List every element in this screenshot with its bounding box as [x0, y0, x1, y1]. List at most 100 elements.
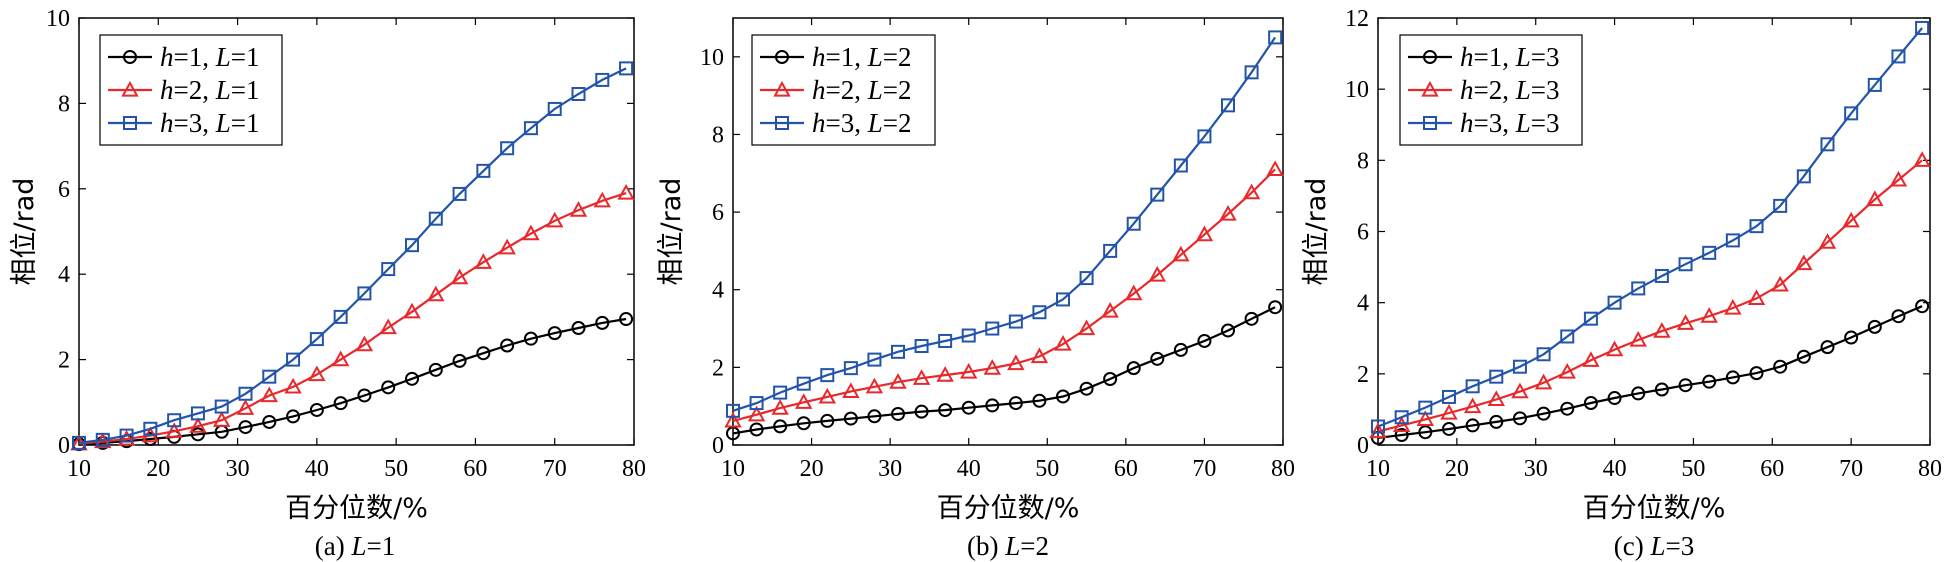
series-line	[1377, 305, 1923, 439]
data-point	[1150, 351, 1165, 366]
data-point	[1394, 410, 1409, 425]
data-point	[1676, 314, 1695, 330]
legend-marker	[775, 116, 789, 130]
data-point	[1866, 190, 1884, 207]
data-point	[1511, 382, 1529, 399]
y-axis-label: 相位/rad	[656, 178, 687, 286]
y-tick-label: 4	[58, 262, 70, 288]
y-tick-label: 10	[1345, 77, 1369, 103]
data-point	[1773, 198, 1788, 213]
plot-area	[732, 17, 1284, 446]
data-point	[820, 413, 835, 428]
x-tick-label: 40	[305, 456, 329, 482]
legend-item: h=2, L=1	[108, 75, 260, 105]
data-point	[1512, 411, 1527, 426]
data-point	[1148, 265, 1166, 282]
data-point	[1582, 351, 1600, 367]
data-point	[1103, 243, 1118, 258]
data-point	[1418, 400, 1433, 415]
x-tick-label: 70	[1192, 456, 1216, 482]
series-line	[732, 36, 1277, 412]
data-point	[1724, 298, 1742, 315]
data-point	[1678, 378, 1693, 393]
series-line	[732, 306, 1276, 435]
legend-label: h=2, L=2	[812, 75, 912, 105]
data-point	[619, 61, 634, 76]
data-point	[914, 339, 929, 354]
legend-label: h=2, L=3	[1460, 75, 1560, 105]
plot-area	[78, 17, 635, 446]
series-circle-1	[1371, 299, 1930, 445]
data-point	[236, 399, 255, 415]
legend-item: h=2, L=3	[1408, 75, 1560, 105]
data-point	[119, 428, 134, 443]
x-tick-label: 70	[543, 456, 567, 482]
data-point	[1560, 329, 1575, 344]
legend: h=1, L=2h=2, L=2h=3, L=2	[751, 34, 936, 146]
series-triangle-2	[724, 160, 1284, 428]
chart-panel-3: 10 20 30 40 50 60 70 80 0 2 4 6 8 10 12 百分位数/% 相位/rad (c)…	[1301, 6, 1942, 561]
data-point	[286, 409, 301, 424]
x-tick-label: 40	[1603, 456, 1627, 482]
x-tick-label: 20	[146, 456, 170, 482]
data-point	[1125, 284, 1143, 301]
data-point	[355, 335, 374, 352]
data-point	[309, 332, 324, 347]
data-point	[165, 422, 183, 438]
data-point	[405, 371, 419, 386]
y-tick-label: 6	[712, 200, 724, 226]
data-point	[1583, 311, 1598, 326]
x-tick-label: 20	[800, 456, 824, 482]
legend-item: h=2, L=2	[760, 75, 912, 105]
data-point	[1150, 187, 1165, 202]
legend-marker	[1423, 50, 1437, 64]
data-point	[1369, 422, 1387, 439]
data-point	[381, 262, 396, 277]
y-tick-label: 8	[58, 91, 70, 117]
data-point	[1820, 340, 1835, 355]
legend-label: h=3, L=1	[160, 108, 260, 138]
data-point	[1007, 354, 1025, 371]
legend-marker	[121, 80, 139, 97]
data-point	[1441, 421, 1456, 436]
y-axis-label: 相位/rad	[1301, 178, 1332, 286]
data-point	[1008, 314, 1023, 329]
data-point	[865, 377, 884, 394]
data-point	[843, 411, 858, 426]
data-point	[1749, 219, 1764, 234]
data-point	[1392, 416, 1411, 433]
legend-label: h=3, L=2	[812, 108, 912, 138]
data-point	[1654, 382, 1669, 397]
y-tick-label: 2	[58, 348, 70, 374]
data-point	[333, 396, 348, 411]
legend-marker	[123, 116, 137, 130]
data-point	[1867, 77, 1882, 92]
data-point	[1891, 49, 1906, 64]
data-point	[167, 413, 182, 428]
series-square-3	[1371, 20, 1930, 434]
caption-var: L	[1004, 531, 1020, 561]
data-point	[1266, 160, 1284, 176]
y-tick-label: 4	[712, 278, 724, 304]
x-tick-label: 10	[721, 456, 745, 482]
data-point	[1653, 322, 1671, 338]
panel-caption: (b) L=2	[967, 531, 1049, 561]
data-point	[547, 326, 562, 341]
data-point	[1631, 281, 1646, 296]
data-point	[190, 406, 205, 421]
data-point	[403, 302, 421, 319]
x-tick-label: 60	[1114, 456, 1138, 482]
x-tick-label: 30	[878, 456, 902, 482]
x-tick-label: 60	[463, 456, 487, 482]
data-point	[1820, 137, 1835, 152]
data-point	[771, 399, 789, 415]
data-point	[1079, 381, 1094, 396]
data-point	[818, 387, 836, 404]
data-point	[1842, 211, 1860, 228]
data-point	[1796, 169, 1811, 184]
data-point	[213, 411, 231, 427]
data-point	[1221, 98, 1235, 113]
data-point	[1725, 370, 1740, 385]
legend-label: h=1, L=1	[160, 42, 260, 72]
